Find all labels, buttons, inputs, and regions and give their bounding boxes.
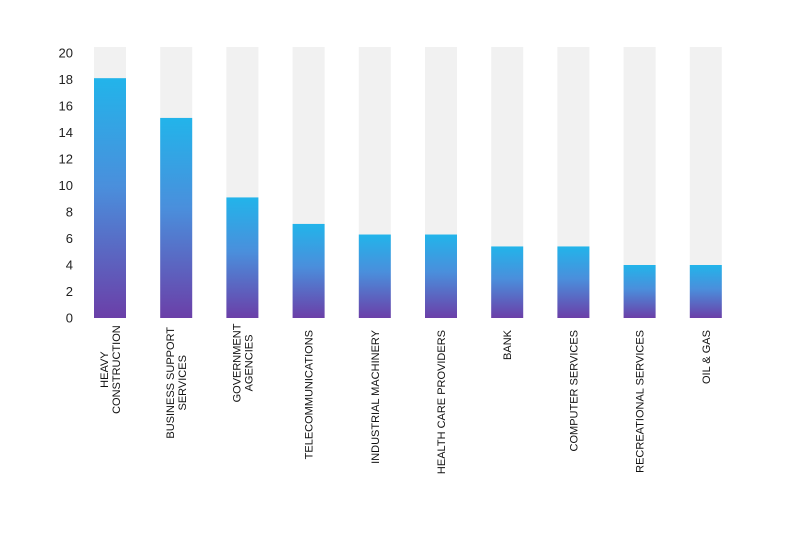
x-category-label: OIL & GAS (701, 330, 713, 384)
x-category-label: GOVERNMENTAGENCIES (231, 323, 255, 402)
x-category-label-line: AGENCIES (243, 335, 255, 392)
x-category-label-line: TELECOMMUNICATIONS (304, 330, 316, 459)
x-category-label-line: COMPUTER SERVICES (568, 330, 580, 451)
x-category-label: INDUSTRIAL MACHINERY (370, 329, 382, 464)
x-category-label-line: GOVERNMENT (231, 323, 243, 402)
x-axis-labels: HEAVYCONSTRUCTION BUSINESS SUPPORTSERVICE… (99, 323, 713, 474)
x-category-label: BUSINESS SUPPORTSERVICES (165, 327, 189, 439)
y-tick-label: 20 (59, 46, 73, 61)
x-category-label-line: INDUSTRIAL MACHINERY (370, 329, 382, 464)
bar (557, 246, 590, 318)
y-tick-label: 4 (66, 258, 73, 273)
x-category-label-line: OIL & GAS (701, 330, 713, 384)
x-category-label: TELECOMMUNICATIONS (304, 330, 316, 459)
x-category-label-line: RECREATIONAL SERVICES (635, 330, 647, 473)
x-category-label-line: BUSINESS SUPPORT (165, 327, 177, 439)
bar (226, 197, 259, 318)
y-tick-label: 10 (59, 178, 73, 193)
x-category-label: HEALTH CARE PROVIDERS (436, 330, 448, 474)
y-tick-label: 8 (66, 205, 73, 220)
y-axis-ticks: 0 2 4 6 8 10 12 14 16 18 20 (59, 46, 73, 326)
x-category-label-line: CONSTRUCTION (111, 325, 123, 414)
x-category-label: COMPUTER SERVICES (568, 330, 580, 451)
y-tick-label: 16 (59, 99, 73, 114)
bar (160, 117, 193, 318)
x-category-label-line: SERVICES (177, 355, 189, 410)
bar (689, 265, 722, 318)
bar (358, 234, 391, 318)
x-category-label: HEAVYCONSTRUCTION (99, 325, 123, 414)
bar (491, 246, 524, 318)
bar (425, 234, 457, 318)
x-category-label-line: HEALTH CARE PROVIDERS (436, 330, 448, 474)
bar (623, 265, 656, 318)
data-bars (94, 78, 722, 318)
y-tick-label: 2 (66, 284, 73, 299)
x-category-label: BANK (502, 329, 514, 360)
y-tick-label: 18 (59, 72, 73, 87)
x-category-label-line: HEAVY (99, 351, 111, 388)
x-category-label-line: BANK (502, 329, 514, 360)
x-category-label: RECREATIONAL SERVICES (635, 330, 647, 473)
y-tick-label: 0 (66, 311, 73, 326)
bar (94, 78, 126, 318)
y-tick-label: 14 (59, 125, 73, 140)
y-tick-label: 12 (59, 152, 73, 167)
bar (292, 223, 325, 318)
y-tick-label: 6 (66, 231, 73, 246)
